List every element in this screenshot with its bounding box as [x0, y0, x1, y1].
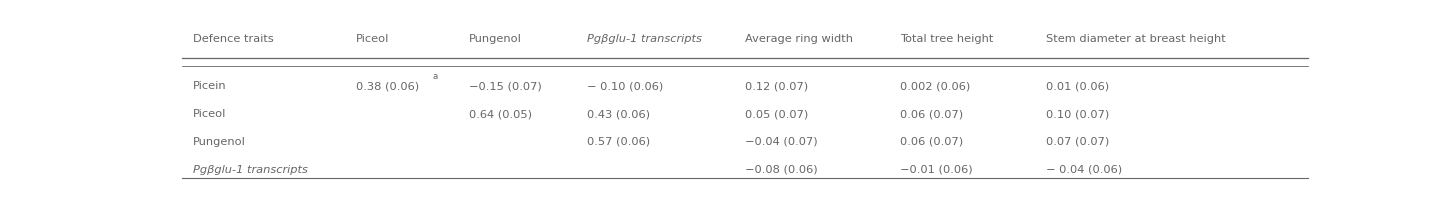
Text: 0.64 (0.05): 0.64 (0.05) — [469, 109, 532, 118]
Text: − 0.10 (0.06): − 0.10 (0.06) — [587, 81, 663, 91]
Text: Pungenol: Pungenol — [193, 136, 246, 146]
Text: 0.06 (0.07): 0.06 (0.07) — [899, 109, 963, 118]
Text: Piceol: Piceol — [356, 34, 389, 44]
Text: −0.15 (0.07): −0.15 (0.07) — [469, 81, 542, 91]
Text: Stem diameter at breast height: Stem diameter at breast height — [1046, 34, 1226, 44]
Text: Defence traits: Defence traits — [193, 34, 273, 44]
Text: 0.01 (0.06): 0.01 (0.06) — [1046, 81, 1110, 91]
Text: 0.07 (0.07): 0.07 (0.07) — [1046, 136, 1110, 146]
Text: Average ring width: Average ring width — [744, 34, 853, 44]
Text: 0.57 (0.06): 0.57 (0.06) — [587, 136, 649, 146]
Text: 0.10 (0.07): 0.10 (0.07) — [1046, 109, 1110, 118]
Text: 0.06 (0.07): 0.06 (0.07) — [899, 136, 963, 146]
Text: − 0.04 (0.06): − 0.04 (0.06) — [1046, 164, 1123, 174]
Text: 0.38 (0.06): 0.38 (0.06) — [356, 81, 420, 91]
Text: −0.01 (0.06): −0.01 (0.06) — [899, 164, 972, 174]
Text: 0.12 (0.07): 0.12 (0.07) — [744, 81, 808, 91]
Text: Pungenol: Pungenol — [469, 34, 522, 44]
Text: Total tree height: Total tree height — [899, 34, 994, 44]
Text: Pgβglu-1 transcripts: Pgβglu-1 transcripts — [193, 164, 308, 174]
Text: −0.08 (0.06): −0.08 (0.06) — [744, 164, 817, 174]
Text: Picein: Picein — [193, 81, 227, 91]
Text: 0.05 (0.07): 0.05 (0.07) — [744, 109, 808, 118]
Text: a: a — [433, 72, 437, 81]
Text: 0.43 (0.06): 0.43 (0.06) — [587, 109, 649, 118]
Text: 0.002 (0.06): 0.002 (0.06) — [899, 81, 971, 91]
Text: Piceol: Piceol — [193, 109, 227, 118]
Text: Pgβglu-1 transcripts: Pgβglu-1 transcripts — [587, 34, 702, 44]
Text: −0.04 (0.07): −0.04 (0.07) — [744, 136, 817, 146]
